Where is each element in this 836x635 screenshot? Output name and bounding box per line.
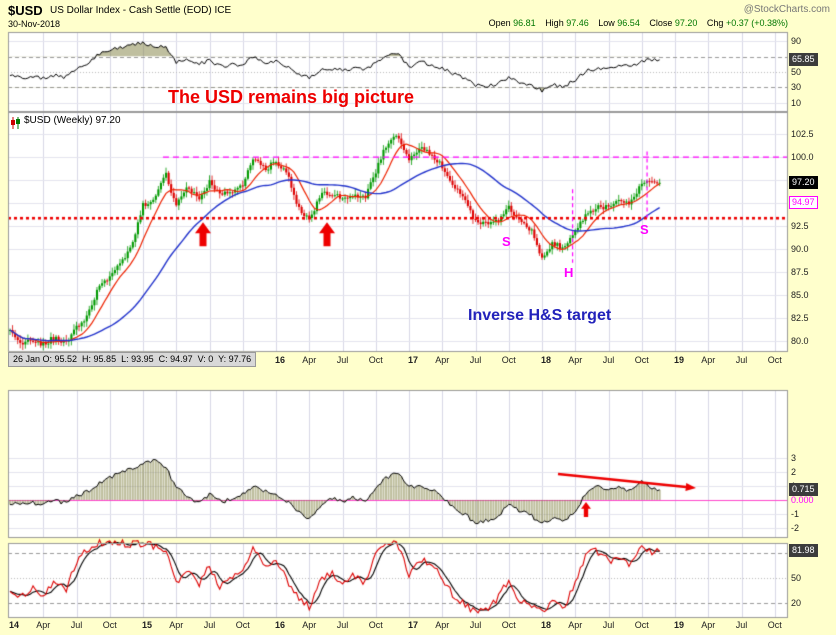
close-label: Close [649,18,673,28]
candlestick-icon [10,116,21,134]
x-axis-label: Oct [368,355,383,365]
y-axis-label: 10 [791,97,802,108]
x-axis-label: Oct [368,620,383,630]
annotation-right-shoulder: S [640,222,649,237]
x-axis-label: 19 [673,355,684,365]
high-label: High [545,18,564,28]
y-axis-label: 90 [791,36,802,47]
x-axis-label: 18 [540,620,551,630]
x-axis-label: 14 [8,620,19,630]
annotation-big-picture: The USD remains big picture [168,87,415,107]
x-axis-label: Oct [102,620,117,630]
chg-value: +0.37 (+0.38%) [725,18,788,28]
x-axis-label: Jul [469,355,482,365]
chart-title: US Dollar Index - Cash Settle (EOD) ICE [50,5,232,16]
x-axis-label: Jul [336,620,349,630]
close-value: 97.20 [674,18,698,28]
y-axis-label: 85.0 [791,289,809,300]
x-axis-label: Oct [634,620,649,630]
y-axis-label: 102.5 [791,129,814,140]
y-axis-label: 3 [791,452,797,463]
y-axis-label: 50 [791,67,802,77]
x-axis-label: Apr [169,620,184,630]
ohlc-readout: 26 Jan O: 95.52 H: 95.85 L: 93.95 C: 94.… [8,352,257,367]
x-axis-label: Jul [735,620,748,630]
x-axis-label: Jul [336,355,349,365]
quote-bar: Open 96.81 High 97.46 Low 96.54 Close 97… [489,18,788,28]
y-axis-label: 50 [791,573,802,583]
x-axis-label: Apr [568,620,583,630]
y-axis-label: 80.0 [791,335,809,346]
y-axis-label: 2 [791,466,797,477]
chart-date: 30-Nov-2018 [8,19,61,29]
x-axis-label: 17 [407,355,418,365]
x-axis-label: Jul [735,355,748,365]
open-value: 96.81 [513,18,536,28]
low-value: 96.54 [617,18,640,28]
watermark-stockcharts: @StockCharts.com [743,4,830,15]
x-axis-label: 15 [141,620,152,630]
low-label: Low [598,18,615,28]
y-axis-label: -1 [791,509,800,520]
symbol: $USD [8,3,43,18]
y-axis-label: 20 [791,598,802,608]
annotation-inverse-target: Inverse H&S target [468,307,612,324]
high-value: 97.46 [566,18,589,28]
x-axis-label: Jul [70,620,83,630]
axis-value-box: 0.715 [789,482,818,496]
axis-value-box: 65.85 [789,52,818,66]
x-axis-label: Apr [302,620,317,630]
x-axis-label: 16 [274,355,285,365]
axis-value-box: 81.98 [789,544,818,558]
x-axis-label: Jul [469,620,482,630]
y-axis-label: -2 [791,523,800,534]
x-axis-label: Oct [235,620,250,630]
x-axis-label: Apr [701,355,716,365]
x-axis-label: Apr [36,620,51,630]
x-axis-label: 16 [274,620,285,630]
x-axis-label: Oct [767,355,782,365]
annotation-left-shoulder: S [502,234,511,249]
annotation-head: H [564,265,574,280]
x-axis-label: Jul [602,355,615,365]
x-axis-label: Oct [501,355,516,365]
x-axis-label: Jul [203,620,216,630]
axis-value-box: 97.20 [789,175,818,189]
y-axis-label: 92.5 [791,221,809,232]
open-label: Open [488,18,511,28]
axis-value-box: 94.97 [789,196,818,210]
y-axis-label: 90.0 [791,244,809,254]
x-axis-label: Apr [435,355,450,365]
y-axis-label: 100.0 [791,152,814,163]
x-axis-label: Oct [501,620,516,630]
y-axis-label: 82.5 [791,312,809,323]
x-axis-label: Apr [568,355,583,365]
x-axis-label: Jul [602,620,615,630]
x-axis-label: Apr [435,620,450,630]
x-axis-label: Apr [701,620,716,630]
x-axis-label: 18 [540,355,551,365]
x-axis-label: 17 [407,620,418,630]
y-axis-label: 30 [791,82,802,93]
x-axis-label: Oct [634,355,649,365]
x-axis-label: 19 [673,620,684,630]
main-panel-label: $USD (Weekly) 97.20 [24,115,121,126]
chg-label: Chg [706,18,724,28]
y-axis-label: 87.5 [791,267,809,277]
x-axis-label: Oct [767,620,782,630]
x-axis-label: Apr [302,355,317,365]
zero-line-label: 0.000 [791,494,814,505]
